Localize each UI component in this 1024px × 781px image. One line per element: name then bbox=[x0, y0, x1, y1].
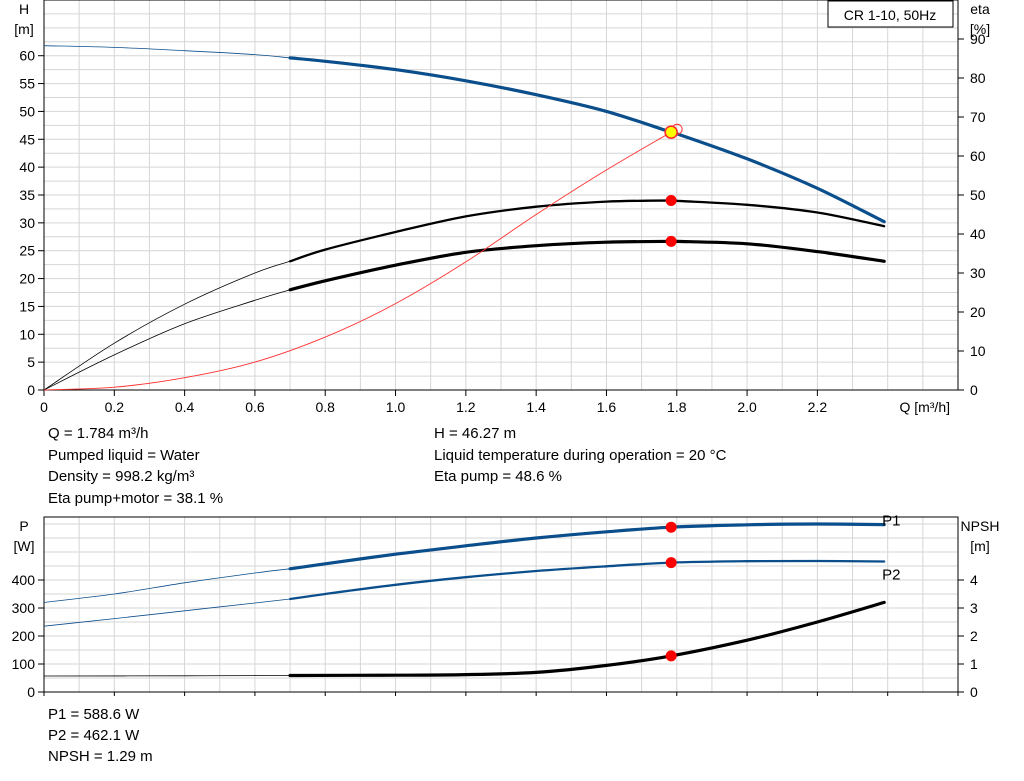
y-left-axis-label-name: P bbox=[19, 518, 28, 534]
performance-chart: 0 5 10 15 20 25 30 35 40 45 50 55 60 0 10 20 30 40 50 60 70 8… bbox=[14, 0, 990, 415]
operating-point-marker bbox=[665, 557, 677, 569]
x-axis-label: Q [m³/h] bbox=[899, 399, 950, 415]
info-eta-pump-motor: Eta pump+motor = 38.1 % bbox=[48, 490, 224, 507]
operating-point-marker bbox=[665, 521, 677, 533]
info-pumped-liquid: Pumped liquid = Water bbox=[48, 447, 200, 464]
y-right-tick-label: 90 bbox=[970, 31, 986, 47]
series-0-extrapolated-line bbox=[43, 45, 291, 59]
y-left-tick-label: 300 bbox=[12, 600, 36, 616]
info-head: H = 46.27 m bbox=[434, 425, 517, 442]
x-tick-label: 0.6 bbox=[245, 399, 265, 415]
series-2-extrapolated-line bbox=[43, 289, 291, 391]
y-left-tick-label: 60 bbox=[19, 48, 35, 64]
y-right-tick-label: 30 bbox=[970, 265, 986, 281]
y-right-tick-label: 40 bbox=[970, 226, 986, 242]
info-p2: P2 = 462.1 W bbox=[48, 727, 140, 744]
series-1-line bbox=[288, 199, 886, 263]
operating-point-marker bbox=[664, 125, 678, 140]
info-p1: P1 = 588.6 W bbox=[48, 706, 140, 723]
y-right-axis-label-name: NPSH bbox=[961, 518, 1000, 534]
x-tick-label: 2.0 bbox=[737, 399, 757, 415]
y-right-tick-label: 3 bbox=[970, 600, 978, 616]
info-eta-pump: Eta pump = 48.6 % bbox=[434, 468, 562, 485]
x-tick-label: 2.2 bbox=[808, 399, 828, 415]
x-tick-label: 0.8 bbox=[315, 399, 335, 415]
series-label: P2 bbox=[882, 566, 900, 583]
y-right-tick-label: 2 bbox=[970, 628, 978, 644]
series-0-line bbox=[288, 56, 886, 224]
title-box bbox=[827, 0, 954, 28]
series-1-line bbox=[288, 559, 886, 601]
chart-title: CR 1-10, 50Hz bbox=[844, 7, 937, 23]
y-left-tick-label: 200 bbox=[12, 628, 36, 644]
x-tick-label: 0.4 bbox=[175, 399, 195, 415]
y-right-tick-label: 80 bbox=[970, 70, 986, 86]
y-left-axis-label-name: H bbox=[19, 1, 29, 17]
x-tick-label: 1.2 bbox=[456, 399, 476, 415]
y-right-tick-label: 60 bbox=[970, 148, 986, 164]
y-left-tick-label: 20 bbox=[19, 271, 35, 287]
operating-point-marker bbox=[665, 235, 677, 247]
y-left-tick-label: 15 bbox=[19, 298, 35, 314]
operating-point-marker bbox=[665, 650, 677, 662]
x-tick-label: 0 bbox=[40, 399, 48, 415]
series-2-line bbox=[288, 600, 886, 678]
y-left-tick-label: 100 bbox=[12, 656, 36, 672]
y-left-tick-label: 25 bbox=[19, 243, 35, 259]
info-flow: Q = 1.784 m³/h bbox=[48, 425, 149, 442]
y-right-tick-label: 0 bbox=[970, 684, 978, 700]
y-left-tick-label: 30 bbox=[19, 215, 35, 231]
info-density: Density = 998.2 kg/m³ bbox=[48, 468, 195, 485]
y-right-axis-label-unit: [m] bbox=[970, 538, 989, 554]
y-right-tick-label: 1 bbox=[970, 656, 978, 672]
series-1-extrapolated-line bbox=[43, 260, 291, 391]
x-tick-label: 1.6 bbox=[597, 399, 617, 415]
x-tick-label: 0.2 bbox=[105, 399, 125, 415]
y-right-tick-label: 20 bbox=[970, 304, 986, 320]
y-right-tick-label: 4 bbox=[970, 572, 978, 588]
y-left-tick-label: 10 bbox=[19, 326, 35, 342]
y-left-tick-label: 0 bbox=[27, 382, 35, 398]
y-left-tick-label: 0 bbox=[27, 684, 35, 700]
operating-point-marker bbox=[665, 194, 677, 206]
y-left-tick-label: 55 bbox=[19, 76, 35, 92]
y-right-tick-label: 10 bbox=[970, 343, 986, 359]
y-right-tick-label: 0 bbox=[970, 382, 978, 398]
series-3-line bbox=[43, 131, 672, 391]
info-npsh: NPSH = 1.29 m bbox=[48, 748, 153, 765]
series-label: P1 bbox=[882, 513, 900, 530]
power-npsh-chart: 0 100 200 300 400 0 1 2 3 4 P [W] NPSH [m] P1 P2 bbox=[12, 513, 1000, 700]
series-0-line bbox=[288, 522, 886, 571]
plot-frame bbox=[43, 516, 959, 693]
y-left-tick-label: 40 bbox=[19, 159, 35, 175]
y-left-axis-label-unit: [W] bbox=[14, 538, 35, 554]
y-right-axis-label-name: eta bbox=[970, 1, 990, 17]
y-left-tick-label: 35 bbox=[19, 187, 35, 203]
series-1-extrapolated-line bbox=[43, 598, 291, 627]
info-liquid-temperature: Liquid temperature during operation = 20… bbox=[434, 447, 727, 464]
y-left-tick-label: 45 bbox=[19, 131, 35, 147]
y-right-axis-label-unit: [%] bbox=[970, 21, 990, 37]
y-left-tick-label: 400 bbox=[12, 572, 36, 588]
y-right-tick-label: 50 bbox=[970, 187, 986, 203]
x-tick-label: 1.0 bbox=[386, 399, 406, 415]
y-left-axis-label-unit: [m] bbox=[14, 21, 33, 37]
series-0-extrapolated-line bbox=[43, 568, 291, 603]
x-tick-label: 1.8 bbox=[667, 399, 687, 415]
series-2-line bbox=[288, 239, 886, 292]
y-right-tick-label: 70 bbox=[970, 109, 986, 125]
x-tick-label: 1.4 bbox=[526, 399, 546, 415]
series-2-extrapolated-line bbox=[43, 675, 291, 677]
y-left-tick-label: 5 bbox=[27, 354, 35, 370]
y-left-tick-label: 50 bbox=[19, 103, 35, 119]
